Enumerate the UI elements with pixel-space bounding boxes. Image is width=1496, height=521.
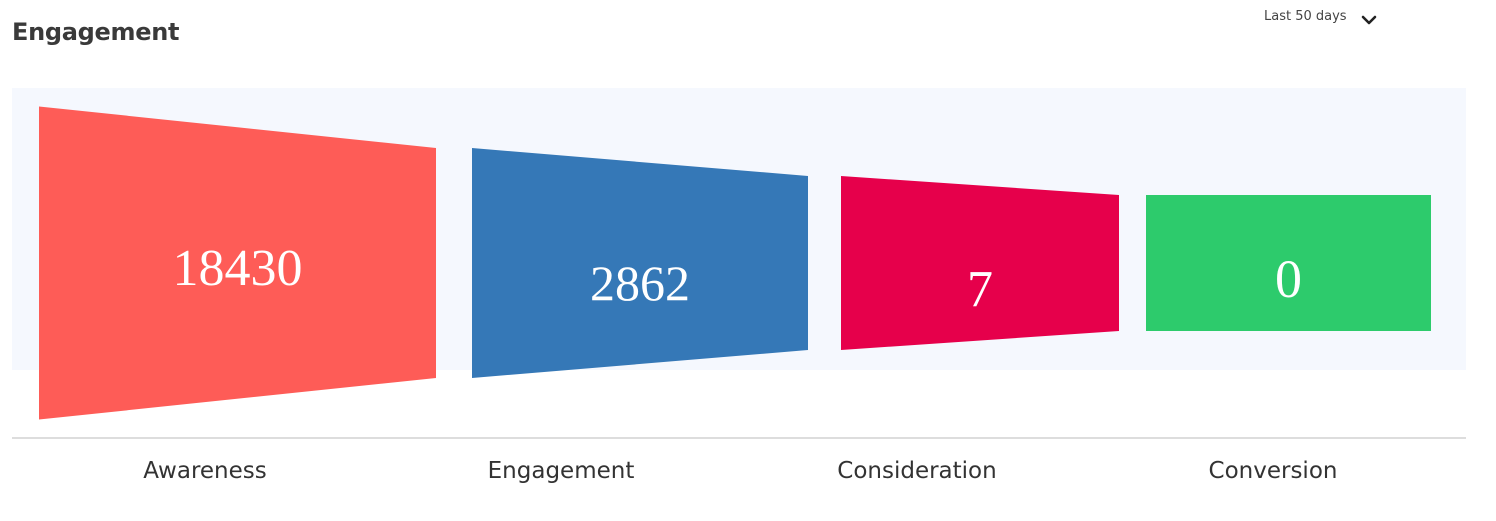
funnel-value-awareness: 18430 <box>173 240 303 297</box>
funnel-value-conversion: 0 <box>1275 249 1302 309</box>
category-label-conversion: Conversion <box>1208 458 1338 484</box>
funnel-segment-consideration <box>841 176 1119 350</box>
page-title: Engagement <box>12 18 180 46</box>
date-range-dropdown[interactable]: Last 50 days <box>1264 9 1377 24</box>
funnel-segment-awareness <box>39 106 436 420</box>
funnel-segment-conversion <box>1146 195 1431 331</box>
category-label-consideration: Consideration <box>837 458 997 484</box>
axis-divider <box>12 437 1466 439</box>
category-label-awareness: Awareness <box>143 458 267 484</box>
category-label-engagement: Engagement <box>487 458 635 484</box>
chevron-down-icon <box>1361 11 1377 24</box>
funnel-value-engagement: 2862 <box>590 255 690 311</box>
funnel-segment-engagement <box>472 148 808 378</box>
date-range-label: Last 50 days <box>1264 9 1347 24</box>
funnel-value-consideration: 7 <box>967 261 993 318</box>
